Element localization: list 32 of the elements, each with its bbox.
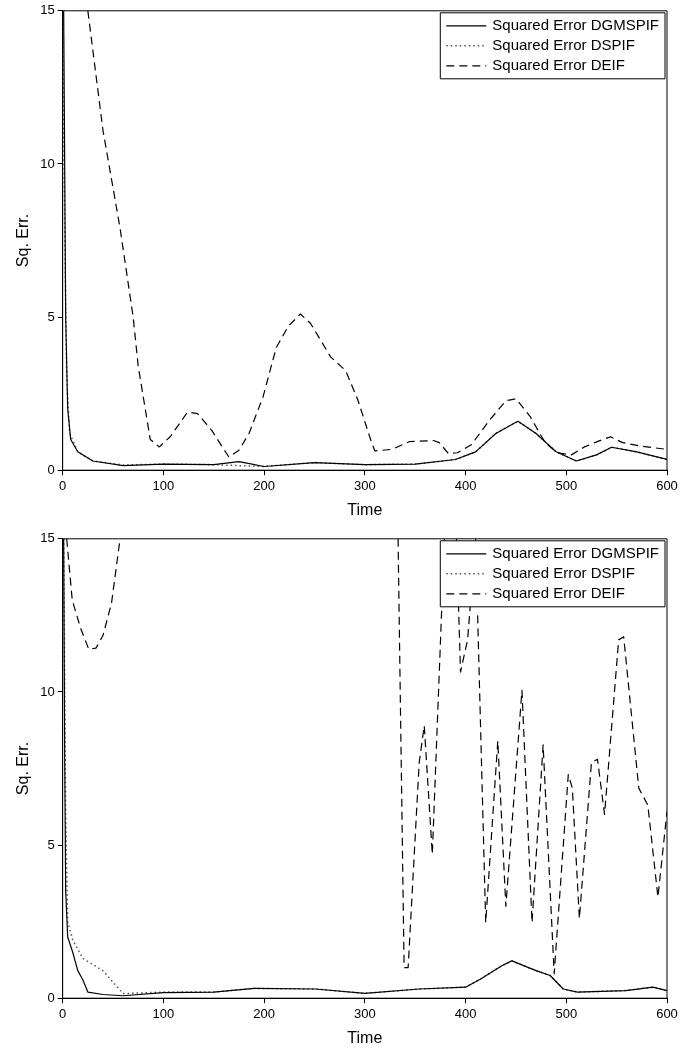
legend-label: Squared Error DGMSPIF <box>492 15 659 33</box>
y-tick-label: 10 <box>40 155 55 171</box>
legend-label: Squared Error DEIF <box>492 583 625 601</box>
y-tick-label: 15 <box>40 530 55 546</box>
legend-label: Squared Error DSPIF <box>492 35 635 53</box>
legend-label: Squared Error DGMSPIF <box>492 543 659 561</box>
x-tick-label: 400 <box>454 1005 477 1021</box>
x-tick-label: 200 <box>253 1005 275 1021</box>
y-tick-label: 5 <box>47 308 55 324</box>
x-tick-label: 600 <box>656 477 678 493</box>
y-axis-title: Sq. Err. <box>14 213 32 268</box>
y-tick-label: 0 <box>47 461 55 477</box>
x-tick-label: 500 <box>555 1005 578 1021</box>
x-tick-label: 300 <box>353 1005 376 1021</box>
legend-label: Squared Error DEIF <box>492 55 625 73</box>
y-tick-label: 10 <box>40 683 55 699</box>
x-tick-label: 600 <box>656 1005 678 1021</box>
x-axis-title: Time <box>347 500 383 518</box>
y-axis-title: Sq. Err. <box>14 741 32 796</box>
x-tick-label: 300 <box>353 477 376 493</box>
x-tick-label: 100 <box>152 1005 175 1021</box>
x-tick-label: 0 <box>59 1005 67 1021</box>
legend-label: Squared Error DSPIF <box>492 563 635 581</box>
y-tick-label: 5 <box>47 836 55 852</box>
x-axis-title: Time <box>347 1028 383 1046</box>
x-tick-label: 400 <box>454 477 477 493</box>
x-tick-label: 100 <box>152 477 175 493</box>
x-tick-label: 500 <box>555 477 578 493</box>
y-tick-label: 0 <box>47 989 55 1005</box>
x-tick-label: 0 <box>59 477 67 493</box>
y-tick-label: 15 <box>40 2 55 18</box>
x-tick-label: 200 <box>253 477 275 493</box>
